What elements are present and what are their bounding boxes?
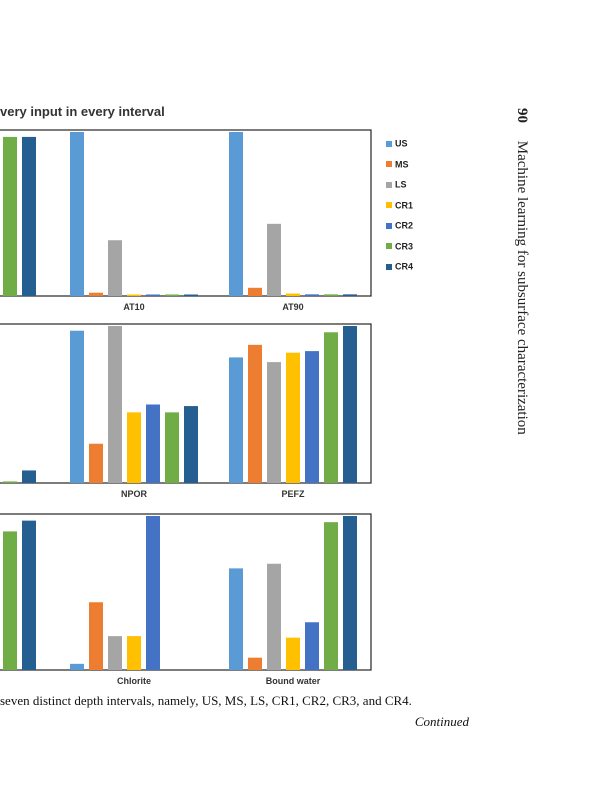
bar-cr3-at10	[165, 294, 179, 296]
chart-title: very input in every interval	[0, 104, 165, 119]
bar-cr2-chlorite	[146, 516, 160, 670]
bar-us-pefz	[229, 357, 243, 483]
bar-ls-bound-water	[267, 563, 281, 670]
legend-swatch	[386, 181, 392, 188]
bar-us-chlorite	[70, 663, 84, 670]
legend-label: CR2	[395, 220, 414, 231]
bar-ls-at90	[267, 223, 281, 296]
plot-frame	[0, 129, 372, 297]
figure-caption: seven distinct depth intervals, namely, …	[0, 693, 412, 708]
bar-ms-bound-water	[248, 657, 262, 670]
bar-cr1-bound-water	[286, 637, 300, 670]
bar-ms-chlorite	[89, 602, 103, 670]
category-label: PEFZ	[281, 489, 305, 499]
bar-us-bound-water	[229, 568, 243, 670]
bar-ms-at10	[89, 292, 103, 296]
legend-label: LS	[395, 179, 407, 190]
bar-ls-npor	[108, 326, 122, 483]
bar-cr3-bound-water	[324, 522, 338, 670]
continued-label: Continued	[414, 714, 469, 729]
plot-frame	[0, 513, 372, 671]
bar-ls-chlorite	[108, 636, 122, 670]
bar-ms-at90	[248, 287, 262, 296]
category-label: Bound water	[266, 676, 321, 686]
legend-swatch	[386, 243, 392, 250]
bar-ls-at10	[108, 240, 122, 296]
bar-us-npor	[70, 330, 84, 483]
legend-label: CR4	[395, 261, 414, 272]
bar-cr2-at10	[146, 294, 160, 296]
bar-ms-npor	[89, 443, 103, 483]
bar-cr1-pefz	[286, 352, 300, 483]
legend-label: MS	[395, 159, 409, 170]
bar-cr2-npor	[146, 404, 160, 483]
bar-cr4-group	[22, 136, 36, 296]
category-label: AT10	[123, 302, 144, 312]
legend-item-cr4: CR4	[386, 261, 413, 273]
bar-cr2-at90	[305, 294, 319, 296]
legend-swatch	[386, 222, 392, 229]
legend-label: US	[395, 138, 408, 149]
category-label: AT90	[282, 302, 303, 312]
category-label: Chlorite	[117, 676, 151, 686]
legend-label: CR3	[395, 241, 414, 252]
running-head: 90 Machine learning for subsurface chara…	[506, 108, 530, 528]
bar-cr4-at90	[343, 294, 357, 296]
bar-cr4-at10	[184, 294, 198, 296]
bar-ls-pefz	[267, 362, 281, 483]
bar-cr3-group	[3, 481, 17, 483]
legend-swatch	[386, 140, 392, 147]
bar-cr3-group	[3, 136, 17, 296]
legend-swatch	[386, 202, 392, 209]
bar-cr4-pefz	[343, 326, 357, 483]
bar-cr2-bound-water	[305, 622, 319, 670]
bar-cr3-npor	[165, 412, 179, 483]
legend-swatch	[386, 263, 392, 270]
bar-cr1-at10	[127, 294, 141, 296]
bar-cr2-pefz	[305, 351, 319, 483]
legend-item-cr2: CR2	[386, 220, 413, 232]
legend-item-us: US	[386, 138, 408, 150]
legend-swatch	[386, 161, 392, 168]
legend-item-ls: LS	[386, 179, 407, 191]
legend-item-cr1: CR1	[386, 200, 413, 212]
bar-cr3-at90	[324, 294, 338, 296]
bar-cr3-group	[3, 531, 17, 670]
bar-us-at90	[229, 132, 243, 296]
bar-cr1-npor	[127, 412, 141, 483]
bar-cr4-bound-water	[343, 516, 357, 670]
bar-cr1-chlorite	[127, 636, 141, 670]
bar-us-at10	[70, 132, 84, 296]
page-number: 90	[514, 108, 530, 123]
running-head-text: Machine learning for subsurface characte…	[514, 140, 530, 435]
legend-item-cr3: CR3	[386, 241, 413, 253]
bar-cr3-pefz	[324, 332, 338, 483]
bar-cr4-group	[22, 520, 36, 670]
legend-item-ms: MS	[386, 159, 409, 171]
bar-cr4-npor	[184, 406, 198, 483]
bar-cr4-group	[22, 470, 36, 483]
bar-ms-pefz	[248, 344, 262, 483]
category-label: NPOR	[121, 489, 148, 499]
legend-label: CR1	[395, 200, 414, 211]
bar-cr1-at90	[286, 293, 300, 296]
